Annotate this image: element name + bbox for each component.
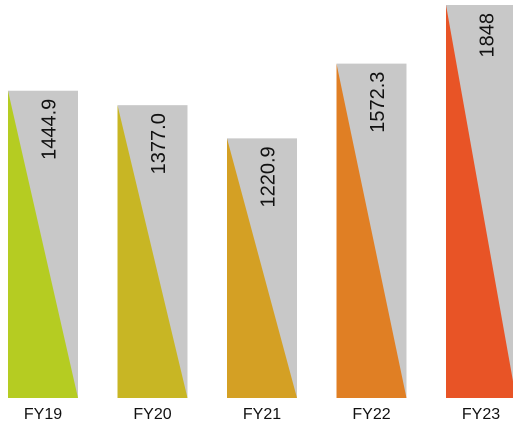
value-label: 1444.9 xyxy=(38,99,60,160)
bar-triangle xyxy=(8,90,78,399)
x-tick-label: FY19 xyxy=(24,406,62,423)
x-tick-label: FY21 xyxy=(243,406,281,423)
bar-triangle xyxy=(446,5,513,398)
x-tick-label: FY23 xyxy=(462,406,500,423)
bar-triangle xyxy=(336,63,407,398)
value-label: 1220.9 xyxy=(257,146,279,207)
value-label: 1572.3 xyxy=(367,72,389,133)
x-tick-label: FY22 xyxy=(352,406,390,423)
bar-triangle xyxy=(227,138,297,399)
value-label: 1377.0 xyxy=(148,113,170,174)
bar-triangle xyxy=(117,105,188,398)
x-tick-label: FY20 xyxy=(133,406,171,423)
value-label: 1848 xyxy=(476,13,498,58)
